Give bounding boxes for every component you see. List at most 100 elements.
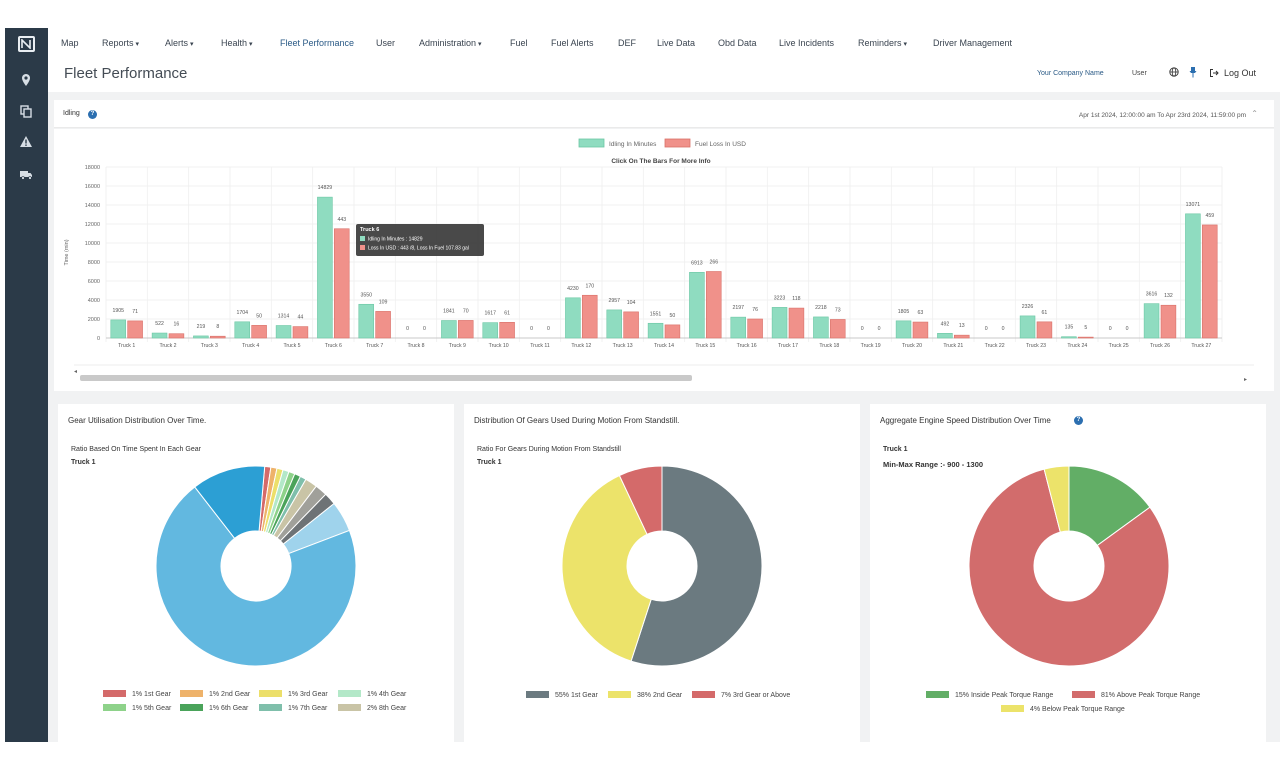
pin-icon[interactable]	[1188, 66, 1198, 78]
pie-slice[interactable]	[968, 468, 1170, 667]
copy-icon[interactable]	[19, 104, 33, 118]
bar-fuel-loss[interactable]	[499, 322, 515, 339]
nav-user[interactable]: User	[376, 38, 395, 48]
bar-fuel-loss[interactable]	[292, 326, 309, 339]
nav-fuel-alerts[interactable]: Fuel Alerts	[551, 38, 594, 48]
bar-fuel-loss[interactable]	[788, 307, 805, 339]
bar-idling[interactable]	[1061, 336, 1077, 339]
help-icon[interactable]: ?	[88, 110, 97, 119]
pie-slice[interactable]	[561, 474, 652, 662]
user-menu[interactable]: User	[1132, 70, 1147, 77]
legend-item[interactable]: 7% 3rd Gear or Above	[692, 691, 790, 699]
bar-idling[interactable]	[730, 316, 746, 339]
bar-fuel-loss[interactable]	[912, 321, 929, 339]
bar-fuel-loss[interactable]	[127, 320, 143, 339]
bar-fuel-loss[interactable]	[706, 271, 722, 339]
map-marker-icon[interactable]	[19, 73, 33, 87]
warning-icon[interactable]	[19, 135, 33, 149]
standstill-pie[interactable]: 55% 1st Gear 38% 2nd Gear 7% 3rd Gear or A…	[464, 404, 860, 742]
nav-reminders[interactable]: Reminders ▾	[858, 38, 907, 48]
scroll-left-icon[interactable]: ◂	[74, 369, 77, 375]
pie-slice[interactable]	[1068, 465, 1151, 547]
bar-idling[interactable]	[193, 335, 209, 339]
bar-idling[interactable]	[813, 316, 829, 339]
bar-idling[interactable]	[771, 307, 788, 339]
help-icon[interactable]: ?	[1074, 416, 1083, 425]
legend-item[interactable]: 55% 1st Gear	[526, 691, 598, 699]
legend-item[interactable]: 1% 6th Gear	[180, 704, 249, 712]
bar-fuel-loss[interactable]	[747, 318, 763, 339]
legend-item[interactable]: 1% 4th Gear	[338, 690, 407, 698]
bar-fuel-loss[interactable]	[251, 325, 267, 339]
company-name-link[interactable]: Your Company Name	[1037, 70, 1104, 77]
bar-idling[interactable]	[482, 322, 498, 339]
bar-fuel-loss[interactable]	[1078, 336, 1094, 339]
logo-icon[interactable]	[18, 36, 35, 52]
legend-item[interactable]: Fuel Loss In USD	[664, 138, 746, 148]
bar-fuel-loss[interactable]	[168, 333, 185, 339]
bar-idling[interactable]	[151, 332, 168, 339]
nav-alerts[interactable]: Alerts ▾	[165, 38, 194, 48]
legend-item[interactable]: 4% Below Peak Torque Range	[1001, 705, 1125, 713]
idling-bar-chart[interactable]: Idling In Minutes Fuel Loss In USD Click O…	[54, 129, 1274, 391]
date-range[interactable]: Apr 1st 2024, 12:00:00 am To Apr 23rd 20…	[1078, 112, 1246, 119]
bar-fuel-loss[interactable]	[954, 334, 970, 339]
logout-button[interactable]: Log Out	[1224, 68, 1257, 78]
bar-idling[interactable]	[565, 297, 581, 339]
bar-fuel-loss[interactable]	[1036, 321, 1053, 339]
bar-fuel-loss[interactable]	[1160, 304, 1177, 339]
bar-idling[interactable]	[895, 320, 912, 339]
nav-fleet-performance[interactable]: Fleet Performance	[280, 38, 354, 48]
legend-item[interactable]: 1% 3rd Gear	[259, 690, 328, 698]
pie-slice[interactable]	[155, 486, 357, 667]
nav-administration[interactable]: Administration ▾	[419, 38, 482, 48]
scroll-thumb[interactable]	[80, 375, 692, 381]
bar-idling[interactable]	[275, 325, 292, 339]
legend-item[interactable]: 1% 7th Gear	[259, 704, 328, 712]
scroll-right-icon[interactable]: ▸	[1244, 377, 1247, 383]
bar-idling[interactable]	[234, 321, 250, 339]
globe-icon[interactable]	[1169, 67, 1179, 77]
gear-utilisation-pie[interactable]: 1% 1st Gear 1% 2nd Gear 1% 3rd Gear 1% 4th …	[58, 404, 454, 742]
nav-reports[interactable]: Reports ▾	[102, 38, 139, 48]
bar-idling[interactable]	[1019, 315, 1036, 339]
legend-item[interactable]: Idling In Minutes	[578, 138, 657, 148]
nav-def[interactable]: DEF	[618, 38, 636, 48]
bar-idling[interactable]	[689, 272, 705, 339]
chart-scrollbar[interactable]: ◂▸	[74, 364, 1254, 383]
bar-idling[interactable]	[647, 322, 664, 339]
collapse-icon[interactable]: ⌃	[1251, 109, 1258, 118]
engine-speed-pie[interactable]: 15% Inside Peak Torque Range 81% Above Pe…	[870, 404, 1266, 742]
pie-slice[interactable]	[630, 465, 763, 667]
nav-health[interactable]: Health ▾	[221, 38, 253, 48]
nav-fuel[interactable]: Fuel	[510, 38, 528, 48]
pie-slice[interactable]	[194, 465, 266, 540]
nav-obd-data[interactable]: Obd Data	[718, 38, 757, 48]
bar-idling[interactable]	[937, 333, 953, 339]
legend-item[interactable]: 1% 2nd Gear	[180, 690, 251, 698]
nav-map[interactable]: Map	[61, 38, 79, 48]
pie-slice[interactable]	[618, 465, 663, 535]
bar-idling[interactable]	[317, 196, 333, 339]
legend-item[interactable]: 1% 5th Gear	[103, 704, 172, 712]
bar-idling[interactable]	[441, 320, 457, 339]
pie-slice[interactable]	[1043, 465, 1070, 533]
bar-fuel-loss[interactable]	[458, 320, 474, 339]
nav-live-incidents[interactable]: Live Incidents	[779, 38, 834, 48]
bar-fuel-loss[interactable]	[1202, 224, 1218, 339]
truck-icon[interactable]	[19, 167, 33, 181]
nav-driver-management[interactable]: Driver Management	[933, 38, 1012, 48]
bar-fuel-loss[interactable]	[334, 228, 350, 339]
logout-icon[interactable]	[1209, 68, 1219, 78]
bar-idling[interactable]	[358, 303, 374, 339]
bar-fuel-loss[interactable]	[582, 294, 598, 339]
legend-item[interactable]: 81% Above Peak Torque Range	[1072, 691, 1200, 699]
bar-idling[interactable]	[606, 309, 622, 339]
nav-live-data[interactable]: Live Data	[657, 38, 695, 48]
bar-idling[interactable]	[110, 319, 126, 339]
bar-fuel-loss[interactable]	[664, 324, 681, 339]
bar-idling[interactable]	[1143, 303, 1160, 339]
bar-fuel-loss[interactable]	[210, 335, 226, 339]
legend-item[interactable]: 1% 1st Gear	[103, 690, 172, 698]
bar-fuel-loss[interactable]	[375, 311, 391, 339]
